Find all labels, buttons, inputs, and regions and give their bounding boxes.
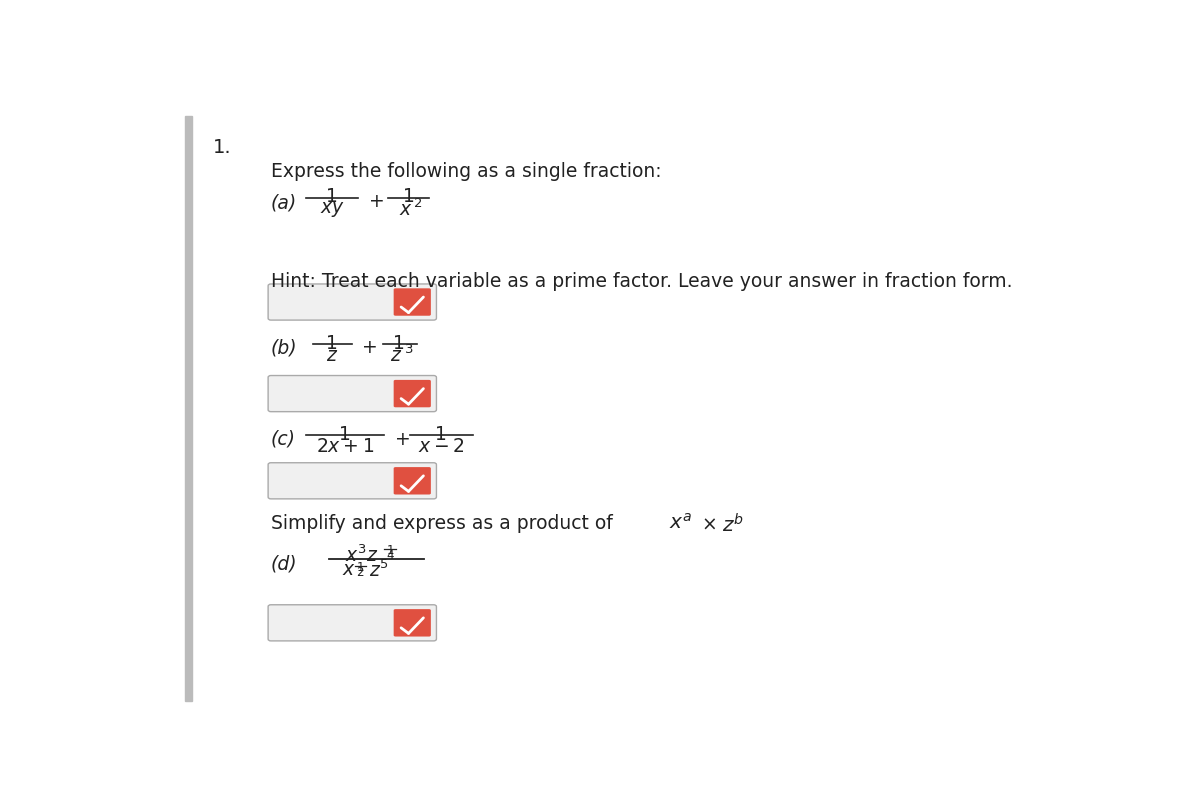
- Text: 1: 1: [356, 561, 364, 574]
- Text: $x$: $x$: [400, 200, 413, 219]
- Bar: [185, 116, 192, 701]
- FancyBboxPatch shape: [268, 605, 437, 641]
- Text: $z$: $z$: [390, 345, 402, 365]
- Text: $\times$: $\times$: [701, 515, 715, 533]
- Text: +: +: [368, 193, 384, 211]
- Text: 1.: 1.: [214, 138, 232, 157]
- Text: Express the following as a single fraction:: Express the following as a single fracti…: [271, 163, 661, 181]
- Text: 2: 2: [356, 566, 364, 579]
- FancyBboxPatch shape: [394, 609, 431, 637]
- Text: 1: 1: [436, 425, 448, 444]
- Text: (c): (c): [271, 430, 296, 449]
- Text: (b): (b): [271, 339, 298, 358]
- Text: (a): (a): [271, 193, 298, 213]
- Text: $xy$: $xy$: [320, 200, 344, 219]
- FancyBboxPatch shape: [394, 380, 431, 407]
- FancyBboxPatch shape: [268, 284, 437, 320]
- FancyBboxPatch shape: [268, 375, 437, 412]
- Text: 1: 1: [326, 334, 338, 353]
- Text: $x$: $x$: [342, 560, 355, 579]
- Text: (d): (d): [271, 555, 298, 574]
- Text: 2: 2: [414, 197, 422, 210]
- Text: 1: 1: [386, 544, 394, 557]
- Text: 3: 3: [404, 342, 413, 355]
- Text: 1: 1: [340, 425, 352, 444]
- FancyBboxPatch shape: [394, 288, 431, 316]
- Text: $x-2$: $x-2$: [418, 437, 464, 455]
- Text: 1: 1: [326, 187, 338, 205]
- Text: $x^3z$: $x^3z$: [346, 544, 379, 565]
- Text: $2x+1$: $2x+1$: [317, 437, 374, 455]
- Text: 4: 4: [386, 549, 394, 562]
- FancyBboxPatch shape: [268, 463, 437, 499]
- Text: $x^a$: $x^a$: [668, 513, 692, 533]
- Text: $z$: $z$: [326, 345, 338, 365]
- Text: 1: 1: [403, 187, 414, 205]
- Text: Simplify and express as a product of: Simplify and express as a product of: [271, 515, 619, 533]
- FancyBboxPatch shape: [394, 467, 431, 494]
- Text: +: +: [362, 338, 378, 357]
- Text: $z^5$: $z^5$: [370, 560, 390, 582]
- Text: +: +: [395, 430, 410, 449]
- Text: Hint: Treat each variable as a prime factor. Leave your answer in fraction form.: Hint: Treat each variable as a prime fac…: [271, 272, 1013, 290]
- Text: $z^b$: $z^b$: [722, 513, 744, 536]
- Text: 1: 1: [394, 334, 406, 353]
